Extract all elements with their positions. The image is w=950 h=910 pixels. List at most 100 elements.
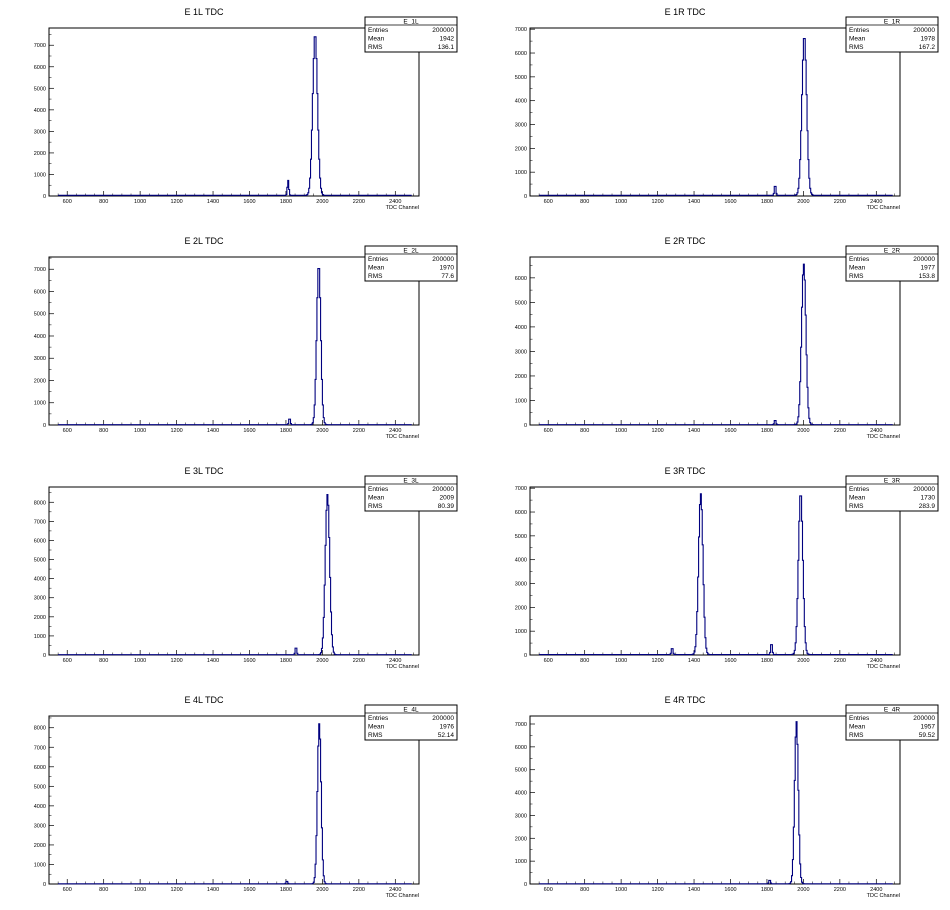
chart-8-xtick-label: 1200 xyxy=(651,887,663,893)
chart-5-stats-rms-value: 80.39 xyxy=(438,503,455,510)
chart-5-title: E 3L TDC xyxy=(184,466,224,476)
chart-3-xtick-label: 2000 xyxy=(316,428,328,434)
chart-7-stats-box: E_4L Entries 200000 Mean 1976 RMS 52.14 xyxy=(364,704,458,741)
chart-1-stats-rms-label: RMS xyxy=(368,44,383,51)
chart-6-xtick-label: 2200 xyxy=(834,658,846,664)
chart-3-xtick-label: 1600 xyxy=(243,428,255,434)
chart-3-ytick-label: 1000 xyxy=(34,401,46,407)
chart-3-ytick-label: 2000 xyxy=(34,378,46,384)
chart-5-xtick-label: 1600 xyxy=(243,658,255,664)
chart-7-ytick-label: 2000 xyxy=(34,843,46,849)
chart-2-ytick-label: 6000 xyxy=(515,51,527,57)
chart-8-xtick-label: 1000 xyxy=(615,887,627,893)
chart-6-xtick-label: 1400 xyxy=(688,658,700,664)
chart-1-xtick-label: 1600 xyxy=(243,199,255,205)
chart-3-title: E 2L TDC xyxy=(184,236,224,246)
chart-7-stats-mean-label: Mean xyxy=(368,724,385,731)
chart-4-xtick-label: 2000 xyxy=(797,428,809,434)
chart-2-stats-mean-value: 1978 xyxy=(921,36,936,43)
chart-7-ytick-label: 5000 xyxy=(34,784,46,790)
chart-5-ytick-label: 8000 xyxy=(34,500,46,506)
chart-4-stats-mean-label: Mean xyxy=(849,265,866,272)
chart-1-ytick-label: 4000 xyxy=(34,108,46,114)
chart-5-xlabel: TDC Channel xyxy=(386,664,419,670)
chart-1-ytick-label: 1000 xyxy=(34,172,46,178)
chart-2-stats-frame xyxy=(845,16,939,53)
chart-3-stats-mean-value: 1970 xyxy=(440,265,455,272)
chart-1-ytick-label: 3000 xyxy=(34,129,46,135)
chart-3-stats-name: E_2L xyxy=(403,248,419,255)
chart-6-histogram-line xyxy=(539,493,893,656)
chart-7-stats-entries-label: Entries xyxy=(368,715,389,722)
chart-7-xtick-label: 1400 xyxy=(207,887,219,893)
chart-6-ytick-label: 7000 xyxy=(515,486,527,492)
chart-2: E 1R TDC 0 1000 2000 3000 4000 5000 6000 7000 600… xyxy=(515,7,939,211)
chart-5-stats-mean-label: Mean xyxy=(368,495,385,502)
chart-5-ytick-label: 2000 xyxy=(34,615,46,621)
chart-1-stats-box: E_1L Entries 200000 Mean 1942 RMS 136.1 xyxy=(364,16,458,53)
chart-5-xtick-label: 600 xyxy=(63,658,72,664)
chart-8-frame xyxy=(529,715,901,885)
chart-7-stats-frame xyxy=(364,704,458,741)
chart-8-xtick-label: 2000 xyxy=(797,887,809,893)
chart-2-ytick-label: 1000 xyxy=(515,170,527,176)
chart-2-xtick-label: 2200 xyxy=(834,199,846,205)
chart-4-ytick-label: 5000 xyxy=(515,300,527,306)
chart-8-ytick-label: 0 xyxy=(524,882,527,888)
chart-6-stats-frame xyxy=(845,475,939,512)
chart-6-stats-mean-label: Mean xyxy=(849,495,866,502)
chart-1-stats-frame xyxy=(364,16,458,53)
chart-1-xtick-label: 600 xyxy=(63,199,72,205)
chart-3-xtick-label: 1000 xyxy=(134,428,146,434)
chart-4-title: E 2R TDC xyxy=(665,236,706,246)
chart-4-xtick-label: 1600 xyxy=(724,428,736,434)
chart-7-ytick-label: 0 xyxy=(43,882,46,888)
chart-2-xtick-label: 1400 xyxy=(688,199,700,205)
chart-2-stats-rms-value: 167.2 xyxy=(919,44,936,51)
chart-8-xtick-label: 2400 xyxy=(870,887,882,893)
chart-7-stats-entries-value: 200000 xyxy=(432,715,454,722)
chart-5-xtick-label: 2400 xyxy=(389,658,401,664)
chart-3-ytick-label: 3000 xyxy=(34,356,46,362)
chart-1-histogram-line xyxy=(58,36,412,196)
chart-6-xtick-label: 1600 xyxy=(724,658,736,664)
chart-7-xtick-label: 2000 xyxy=(316,887,328,893)
chart-7-ytick-label: 8000 xyxy=(34,726,46,732)
chart-2-stats-name: E_1R xyxy=(884,19,901,26)
chart-8-xtick-label: 800 xyxy=(580,887,589,893)
chart-5-xtick-label: 1400 xyxy=(207,658,219,664)
chart-8-xlabel: TDC Channel xyxy=(867,893,900,899)
chart-8-xtick-label: 1400 xyxy=(688,887,700,893)
chart-1-xtick-label: 2400 xyxy=(389,199,401,205)
chart-6-ytick-label: 2000 xyxy=(515,605,527,611)
chart-5-frame xyxy=(48,486,420,656)
chart-6-ytick-label: 3000 xyxy=(515,582,527,588)
chart-8-stats-mean-value: 1957 xyxy=(921,724,936,731)
chart-5-stats-box: E_3L Entries 200000 Mean 2009 RMS 80.39 xyxy=(364,475,458,512)
chart-1-stats-mean-value: 1942 xyxy=(440,36,455,43)
chart-2-xtick-label: 1200 xyxy=(651,199,663,205)
chart-5-ytick-label: 4000 xyxy=(34,577,46,583)
chart-6-ytick-label: 4000 xyxy=(515,558,527,564)
chart-4-stats-box: E_2R Entries 200000 Mean 1977 RMS 153.8 xyxy=(845,245,939,282)
chart-4-xtick-label: 2200 xyxy=(834,428,846,434)
chart-3-xtick-label: 600 xyxy=(63,428,72,434)
chart-8-ytick-label: 6000 xyxy=(515,745,527,751)
chart-5-xtick-label: 2200 xyxy=(353,658,365,664)
chart-4-xtick-label: 600 xyxy=(544,428,553,434)
chart-3-ytick-label: 5000 xyxy=(34,312,46,318)
chart-8-xtick-label: 1800 xyxy=(761,887,773,893)
chart-1-ytick-label: 6000 xyxy=(34,65,46,71)
chart-5-xtick-label: 1200 xyxy=(170,658,182,664)
chart-1-xtick-label: 1200 xyxy=(170,199,182,205)
chart-2-title: E 1R TDC xyxy=(665,7,706,17)
chart-8-histogram-line xyxy=(539,721,893,885)
chart-7-xtick-label: 2400 xyxy=(389,887,401,893)
chart-3-stats-rms-label: RMS xyxy=(368,273,383,280)
chart-3-histogram-line xyxy=(58,267,412,426)
chart-3-ytick-label: 6000 xyxy=(34,289,46,295)
chart-4-xtick-label: 1400 xyxy=(688,428,700,434)
chart-2-stats-rms-label: RMS xyxy=(849,44,864,51)
chart-3: E 2L TDC 0 1000 2000 3000 4000 5000 6000 7000 600… xyxy=(34,236,458,440)
